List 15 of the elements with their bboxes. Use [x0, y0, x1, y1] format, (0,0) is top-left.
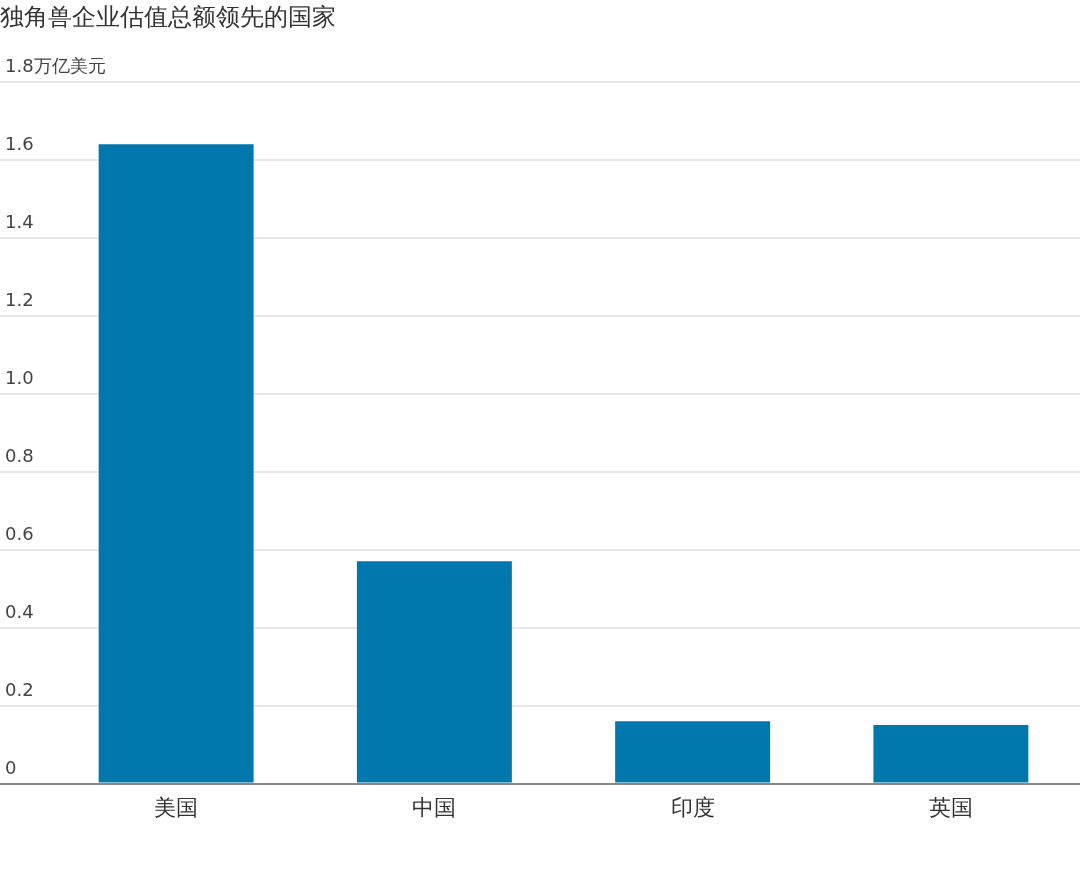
x-tick-label: 印度 — [670, 794, 715, 820]
y-tick-label: 1.6 — [5, 133, 34, 155]
y-tick-label: 1.0 — [5, 367, 34, 389]
chart-title: 独角兽企业估值总额领先的国家 — [0, 2, 336, 31]
y-tick-label: 1.2 — [5, 289, 34, 311]
x-tick-label: 美国 — [154, 794, 199, 820]
y-tick-label: 1.4 — [5, 211, 34, 233]
y-tick-label: 0.8 — [5, 445, 34, 467]
y-tick-label: 0 — [5, 757, 17, 779]
y-tick-label: 0.4 — [5, 601, 34, 623]
y-tick-label: 1.8万亿美元 — [5, 55, 106, 77]
y-tick-label: 0.2 — [5, 679, 34, 701]
x-tick-label: 英国 — [928, 794, 973, 820]
y-tick-label: 0.6 — [5, 523, 34, 545]
x-tick-label: 中国 — [412, 794, 457, 820]
